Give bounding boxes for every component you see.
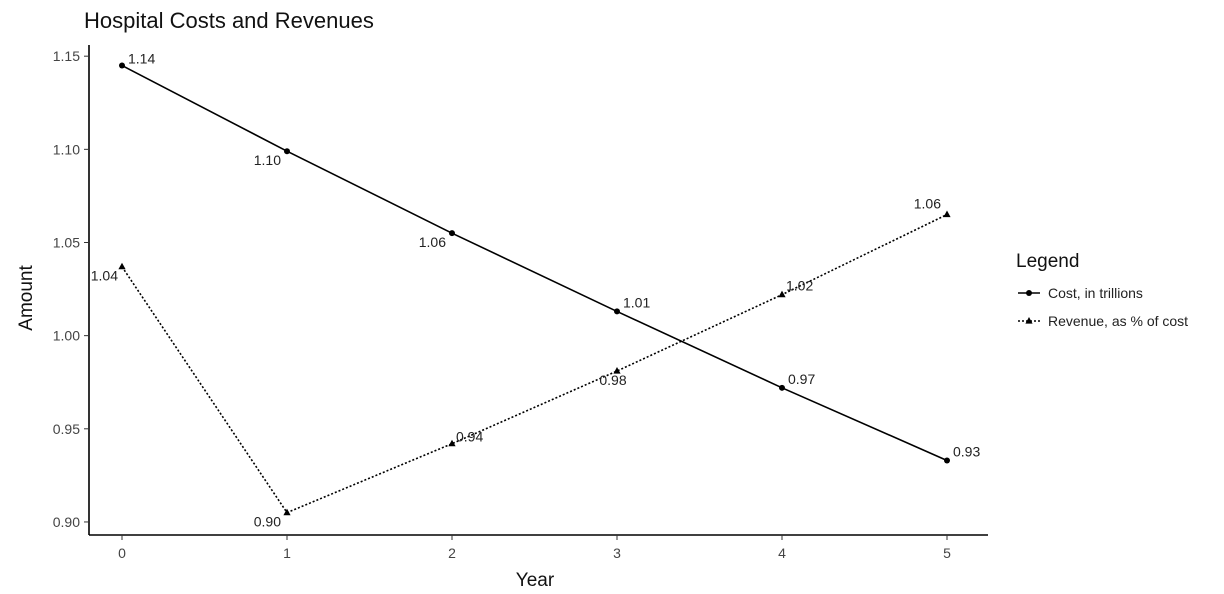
x-tick-label: 2 [448, 545, 456, 561]
data-label-cost: 1.01 [623, 294, 650, 310]
data-point-cost [944, 457, 950, 464]
plot-area: 0.90 0.95 1.00 1.05 1.10 1.15 0 1 2 3 4 5 1.14 1.10 1.… [53, 45, 988, 561]
legend-label: Revenue, as % of cost [1048, 313, 1188, 329]
data-point-cost [284, 148, 290, 155]
data-point-revenue [778, 290, 786, 298]
data-point-revenue [613, 367, 621, 374]
series-line-revenue [121, 213, 948, 514]
y-axis-title: Amount [16, 265, 37, 331]
x-tick-label: 0 [118, 545, 126, 561]
data-label-revenue: 1.02 [786, 278, 813, 294]
data-label-cost: 1.10 [254, 152, 281, 168]
data-label-revenue: 0.94 [456, 429, 483, 445]
data-label-cost: 1.06 [419, 234, 446, 250]
y-tick-label: 1.10 [53, 141, 80, 157]
data-point-revenue [943, 210, 951, 218]
y-tick-label: 0.90 [53, 514, 80, 530]
y-tick-label: 1.15 [53, 48, 80, 64]
data-point-cost [614, 308, 620, 315]
data-point-cost [119, 62, 125, 69]
y-tick-label: 1.05 [53, 234, 80, 250]
data-label-cost: 0.97 [788, 371, 815, 387]
chart-title: Hospital Costs and Revenues [84, 8, 374, 33]
data-label-revenue: 0.90 [254, 514, 281, 530]
legend-title: Legend [1016, 251, 1079, 272]
data-label-cost: 1.14 [128, 50, 155, 66]
data-point-revenue [448, 439, 456, 447]
x-axis-title: Year [516, 570, 555, 591]
x-tick-label: 3 [613, 545, 621, 561]
data-point-revenue [118, 262, 126, 270]
legend-key-marker [1026, 290, 1032, 296]
y-tick-label: 1.00 [53, 328, 80, 344]
data-label-revenue: 0.98 [599, 372, 626, 388]
data-label-revenue: 1.06 [914, 196, 941, 212]
x-tick-label: 1 [283, 545, 291, 561]
legend-key-marker [1025, 317, 1033, 324]
data-point-cost [449, 230, 455, 237]
y-tick-label: 0.95 [53, 421, 80, 437]
data-point-revenue [283, 508, 291, 516]
data-label-cost: 0.93 [953, 443, 980, 459]
legend: Legend Cost, in trillions Revenue, as % o… [1016, 251, 1188, 329]
legend-label: Cost, in trillions [1048, 285, 1143, 301]
x-tick-label: 4 [778, 545, 786, 561]
x-tick-label: 5 [943, 545, 951, 561]
data-point-cost [779, 384, 785, 391]
data-label-revenue: 1.04 [91, 268, 118, 284]
series-line-cost [121, 64, 948, 462]
